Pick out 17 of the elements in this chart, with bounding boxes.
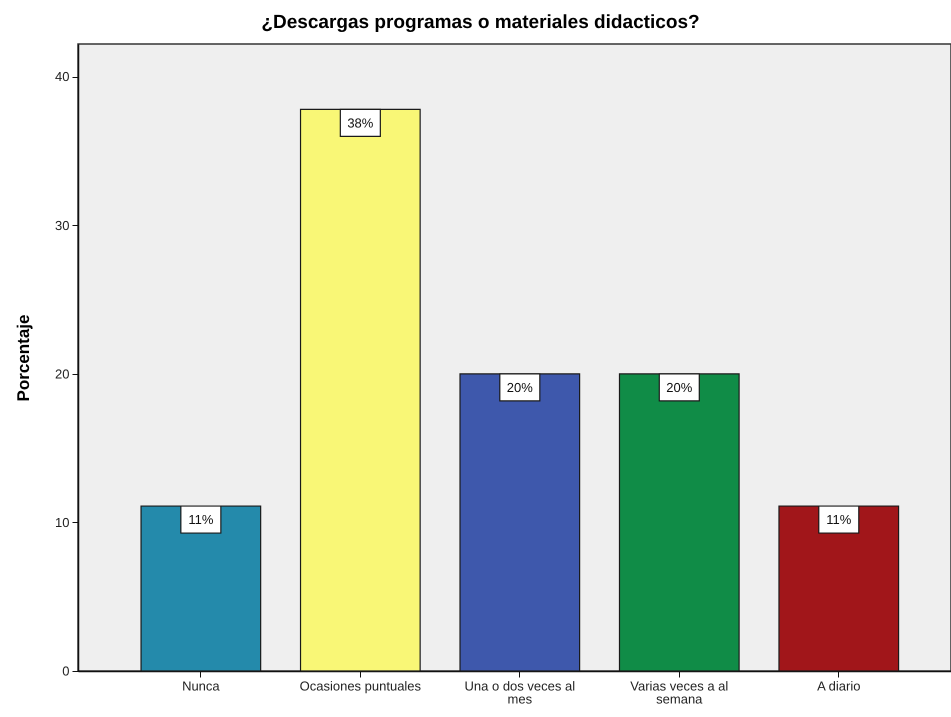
x-tick-label: Varias veces a al semana <box>630 678 728 706</box>
data-label: 38% <box>347 115 374 130</box>
x-tick-label: Una o dos veces al mes <box>464 678 576 706</box>
x-tick-label: Nunca <box>182 678 220 694</box>
y-axis-title: Porcentaje <box>14 314 34 402</box>
data-label: 20% <box>666 380 693 395</box>
y-tick-label: 20 <box>55 366 70 382</box>
y-tick-label: 40 <box>55 69 70 84</box>
data-label: 20% <box>506 380 534 395</box>
data-label: 11% <box>188 512 214 528</box>
chart-title: ¿Descargas programas o materiales didacticos? <box>261 12 700 33</box>
y-tick-label: 0 <box>62 664 70 678</box>
x-tick-label: Ocasiones puntuales <box>300 678 422 694</box>
x-tick-label: A diario <box>817 678 860 694</box>
data-label: 11% <box>826 512 852 528</box>
y-tick-label: 30 <box>55 218 70 233</box>
y-tick-label: 10 <box>55 514 70 530</box>
